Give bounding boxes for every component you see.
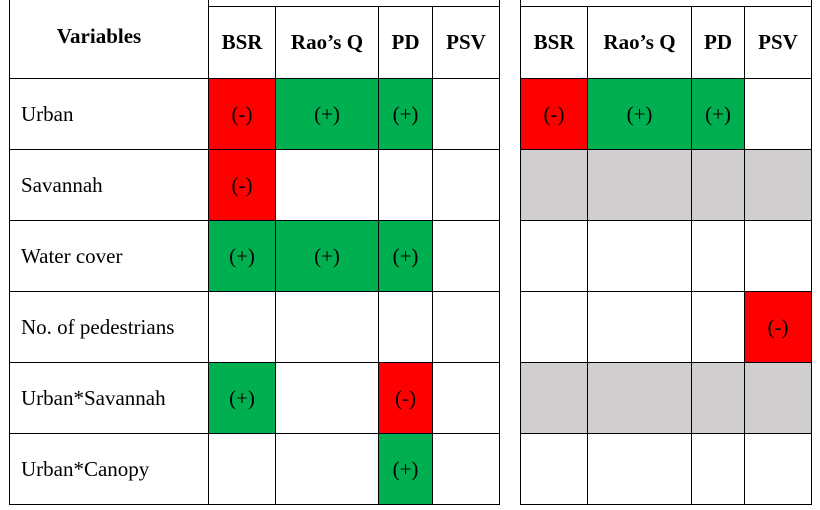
table-row: Savannah (-) <box>9 149 500 221</box>
overhead-row: Variables <box>9 0 500 79</box>
result-cell <box>691 433 745 505</box>
table-row: (-) (+) (+) <box>520 78 812 150</box>
result-cell <box>691 149 745 221</box>
col-header-raos-q: Rao’s Q <box>587 6 692 79</box>
result-cell <box>520 291 588 363</box>
table-row <box>520 433 812 505</box>
result-cell <box>587 220 692 292</box>
result-cell: (+) <box>208 220 276 292</box>
table-row: Urban*Savannah (+) (-) <box>9 362 500 434</box>
row-label: No. of pedestrians <box>9 291 209 363</box>
result-cell <box>275 149 379 221</box>
table-row <box>520 149 812 221</box>
result-cell <box>520 220 588 292</box>
result-cell <box>587 433 692 505</box>
row-label: Urban*Canopy <box>9 433 209 505</box>
table-row <box>520 362 812 434</box>
col-header-raos-q: Rao’s Q <box>275 6 379 79</box>
result-cell <box>587 291 692 363</box>
col-header-bsr: BSR <box>208 6 276 79</box>
result-cell: (+) <box>275 78 379 150</box>
result-cell <box>691 220 745 292</box>
result-cell <box>432 78 500 150</box>
result-cell: (-) <box>208 149 276 221</box>
result-cell <box>691 291 745 363</box>
right-results-table: BSR Rao’s Q PD PSV (-) (+) (+) (-) <box>520 0 812 505</box>
left-results-table: Variables BSR Rao’s Q PD PSV Urban (-) (+)… <box>9 0 500 505</box>
row-label: Urban <box>9 78 209 150</box>
result-cell: (+) <box>691 78 745 150</box>
col-header-pd: PD <box>378 6 433 79</box>
col-header-psv: PSV <box>432 6 500 79</box>
result-cell: (+) <box>208 362 276 434</box>
result-cell <box>744 149 812 221</box>
right-column-header-row: BSR Rao’s Q PD PSV <box>520 6 812 79</box>
row-label: Urban*Savannah <box>9 362 209 434</box>
col-header-psv: PSV <box>744 6 812 79</box>
result-cell <box>432 149 500 221</box>
result-cell <box>744 78 812 150</box>
result-cell <box>587 362 692 434</box>
result-cell: (+) <box>587 78 692 150</box>
result-cell <box>432 291 500 363</box>
result-cell <box>520 433 588 505</box>
row-label: Savannah <box>9 149 209 221</box>
row-label: Water cover <box>9 220 209 292</box>
result-cell <box>378 149 433 221</box>
result-cell <box>520 149 588 221</box>
result-cell: (-) <box>744 291 812 363</box>
result-cell: (+) <box>378 220 433 292</box>
table-row: Urban (-) (+) (+) <box>9 78 500 150</box>
left-column-header-row: BSR Rao’s Q PD PSV <box>10 6 500 79</box>
result-cell <box>208 291 276 363</box>
result-cell <box>432 433 500 505</box>
result-cell <box>691 362 745 434</box>
table-row: (-) <box>520 291 812 363</box>
result-cell <box>275 433 379 505</box>
col-header-bsr: BSR <box>520 6 588 79</box>
variables-header: Variables <box>9 0 209 79</box>
result-cell <box>378 291 433 363</box>
result-cell <box>587 149 692 221</box>
result-cell <box>432 220 500 292</box>
result-cell <box>208 433 276 505</box>
col-header-pd: PD <box>691 6 745 79</box>
table-row: Water cover (+) (+) (+) <box>9 220 500 292</box>
result-cell <box>744 220 812 292</box>
result-cell <box>744 433 812 505</box>
result-cell: (-) <box>378 362 433 434</box>
result-cell: (+) <box>275 220 379 292</box>
result-cell <box>520 362 588 434</box>
result-cell <box>744 362 812 434</box>
result-cell <box>275 362 379 434</box>
result-cell: (+) <box>378 433 433 505</box>
result-cell <box>432 362 500 434</box>
result-cell <box>275 291 379 363</box>
table-row <box>520 220 812 292</box>
table-row: No. of pedestrians <box>9 291 500 363</box>
table-row: Urban*Canopy (+) <box>9 433 500 505</box>
result-cell: (-) <box>208 78 276 150</box>
result-cell: (-) <box>520 78 588 150</box>
result-cell: (+) <box>378 78 433 150</box>
